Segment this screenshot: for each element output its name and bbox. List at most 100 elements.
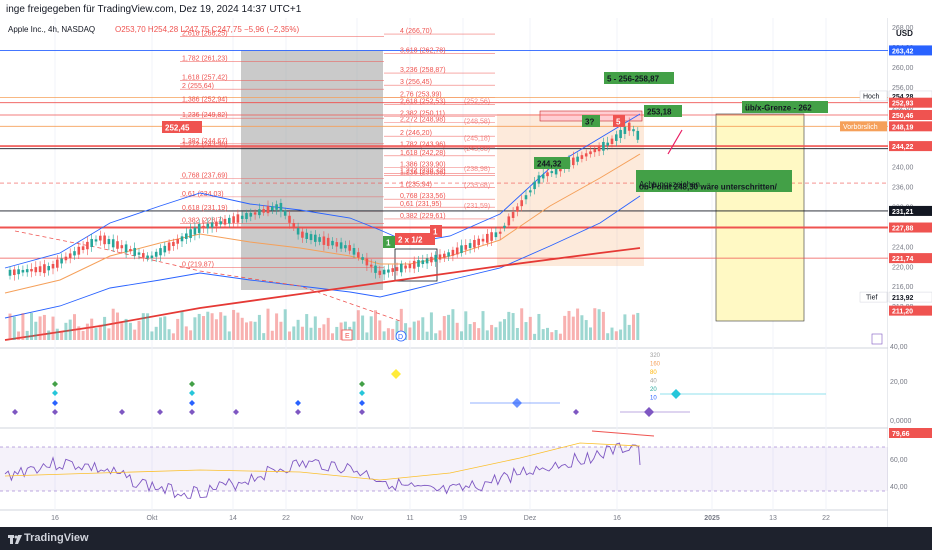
volume-bar <box>120 323 124 340</box>
moving-average-200 <box>4 247 641 341</box>
time-tick: Dez <box>524 515 537 522</box>
candle-body <box>167 242 171 251</box>
fib-label-left: 1,782 (261,23) <box>182 55 228 62</box>
currency-label: USD <box>896 29 913 38</box>
candle-body <box>60 258 63 264</box>
wave-1-label-text: 1 <box>386 239 391 248</box>
fib-label-left: 0,618 (231,19) <box>182 205 228 212</box>
price-badge <box>889 141 932 152</box>
signal-diamond <box>295 409 301 415</box>
fib-label-mid: 3,236 (258,87) <box>400 67 446 74</box>
candle-body <box>417 260 420 267</box>
candle-body <box>8 269 12 276</box>
fib-label-left: 1,236 (249,82) <box>182 112 228 119</box>
price-badge-text: 252,93 <box>892 101 914 108</box>
candle-body <box>279 202 283 212</box>
fib-label-mid: 1 (235,94) <box>400 181 432 188</box>
fib-label-mid: 1,272 (238,73) <box>400 167 446 174</box>
volume-bar <box>189 330 193 340</box>
candle-body <box>572 157 575 166</box>
candle-body <box>193 227 197 235</box>
price-badge-text: 213,92 <box>892 295 914 302</box>
candle-body <box>438 254 442 260</box>
fib-label-left: 0,768 (237,69) <box>182 173 228 180</box>
hoch-tag-text: Hoch <box>863 93 879 100</box>
volume-bar <box>632 314 635 340</box>
candle-body <box>400 263 403 273</box>
volume-bar <box>374 310 377 340</box>
volume-bar <box>378 320 382 340</box>
price-tick: 268,00 <box>892 25 914 32</box>
tradingview-logo-icon <box>8 535 22 544</box>
candle-body <box>339 242 343 249</box>
volume-bar <box>472 322 476 340</box>
candle-body <box>56 259 59 268</box>
fib-label-mid: 0,61 (231,95) <box>400 201 442 208</box>
tief-tag <box>859 291 888 303</box>
volume-bar <box>232 309 236 340</box>
volume-bar <box>81 330 85 340</box>
volume-bar <box>77 326 81 340</box>
price-252-label <box>162 121 202 133</box>
candle-body <box>223 218 227 225</box>
candle-body <box>468 243 472 249</box>
candle-body <box>460 245 463 253</box>
candle-body <box>219 221 222 225</box>
symbol-line: Apple Inc., 4h, NASDAQ <box>8 25 95 34</box>
price-badge <box>889 205 932 216</box>
candle-body <box>378 270 382 275</box>
candle-body <box>541 174 545 179</box>
candle-body <box>322 236 326 245</box>
rsi-signal-line <box>4 442 641 481</box>
candle-body <box>301 231 304 238</box>
volume-bar <box>124 318 128 340</box>
candle-body <box>589 151 592 155</box>
indicator-level-label: 20 <box>650 387 657 393</box>
candle-body <box>133 247 136 256</box>
fib-label-left: 1,618 (257,42) <box>182 74 228 81</box>
candle-body <box>529 190 532 193</box>
volume-bar <box>34 321 38 340</box>
volume-bar <box>331 333 334 340</box>
price-tick: 260,00 <box>892 65 914 72</box>
candle-body <box>387 269 390 273</box>
fib-label-mid: 0,382 (229,61) <box>400 213 446 220</box>
chart-canvas[interactable]: 2,618 (266,25) 1,782 (261,23) 1,618 (257,4… <box>0 18 932 527</box>
candle-body <box>232 216 235 223</box>
price-badge-text: 248,19 <box>892 124 914 131</box>
volume-bar <box>193 317 197 340</box>
fib-label-left: 2 (255,64) <box>182 83 214 90</box>
time-tick: 14 <box>229 515 237 522</box>
candle-body <box>77 246 81 255</box>
volume-bar <box>257 314 261 340</box>
hoch-tag <box>859 90 888 102</box>
share-info-text: inge freigegeben für TradingView.com, De… <box>6 4 302 15</box>
volume-bar <box>309 327 313 340</box>
candle-body <box>602 141 605 151</box>
volume-bar <box>313 316 317 340</box>
candle-body <box>636 130 640 140</box>
candle-body <box>447 252 450 257</box>
wave5-label <box>604 72 674 84</box>
volume-bar <box>85 323 89 340</box>
volume-bar <box>391 328 395 340</box>
volume-bar <box>468 324 472 340</box>
volume-bar <box>507 311 511 340</box>
price-tick: 240,00 <box>892 165 914 172</box>
indicator-tick: 0,0000 <box>890 418 912 425</box>
time-tick: 16 <box>51 515 59 522</box>
volume-bar <box>524 322 528 340</box>
fib-label-mid: 2 (246,20) <box>400 130 432 137</box>
volume-bar <box>593 308 597 340</box>
candle-body <box>249 212 253 217</box>
volume-bar <box>171 333 175 340</box>
wave-3-label <box>582 115 600 127</box>
volume-bar <box>438 330 442 340</box>
range-box <box>394 248 438 282</box>
obpoint-label-text: ob-Point 248,30 wäre unterschritten/ <box>639 183 778 192</box>
volume-bar <box>60 330 64 340</box>
fib-label-right: (243,08) <box>464 146 490 153</box>
candle-body <box>516 206 519 212</box>
signal-diamond <box>119 409 125 415</box>
rsi-tick: 60,00 <box>890 457 908 464</box>
